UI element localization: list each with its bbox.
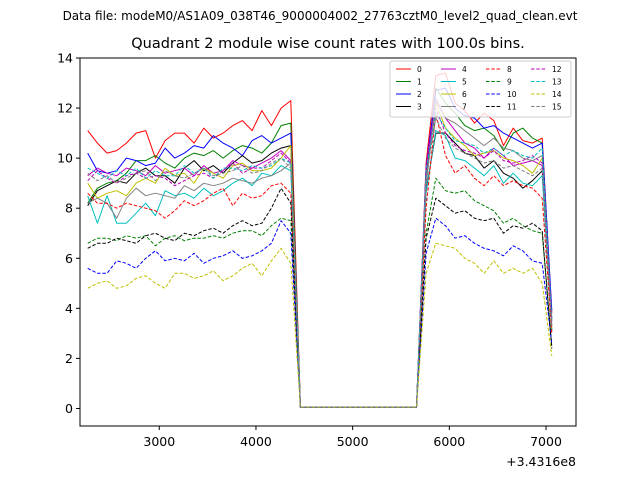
series-line-8 [87,112,553,408]
series-line-4 [87,100,553,408]
series-line-2 [87,87,553,408]
y-tick-label: 10 [57,151,73,166]
x-tick-label: 6000 [433,434,465,449]
x-tick-label: 4000 [240,434,272,449]
series-line-11 [87,187,553,408]
legend-label-15: 15 [552,103,562,112]
series-line-5 [87,130,553,408]
legend-label-11: 11 [507,103,517,112]
series-layer [87,72,553,408]
series-line-9 [87,177,553,408]
series-line-6 [87,102,553,408]
series-line-1 [87,87,553,408]
series-line-12 [87,107,553,408]
x-tick-label: 3000 [143,434,175,449]
legend-label-1: 1 [417,78,422,87]
legend-label-5: 5 [462,78,467,87]
legend-label-6: 6 [462,90,467,99]
figure-suptitle: Data file: modeM0/AS1A09_038T46_90000040… [63,9,578,23]
legend-label-9: 9 [507,78,512,87]
plot-frame [79,57,577,427]
legend-label-13: 13 [552,78,562,87]
legend-label-2: 2 [417,90,422,99]
series-line-0 [87,72,553,408]
legend-label-7: 7 [462,103,467,112]
x-axis-offset-label: +3.4316e8 [506,454,576,469]
legend-label-8: 8 [507,65,512,74]
legend-box [389,60,572,118]
y-tick-label: 4 [65,301,73,316]
legend-label-14: 14 [552,90,562,99]
y-axis: 0 2 4 6 8 10 12 14 [57,51,80,416]
x-axis: 3000 4000 5000 6000 7000 [143,426,562,449]
y-tick-label: 2 [65,351,73,366]
x-tick-label: 7000 [530,434,562,449]
legend-label-3: 3 [417,103,422,112]
series-line-10 [87,217,553,408]
y-tick-label: 12 [57,101,73,116]
y-tick-label: 8 [65,201,73,216]
series-line-15 [87,117,553,408]
x-tick-label: 5000 [337,434,369,449]
legend-label-0: 0 [417,65,422,74]
legend-label-4: 4 [462,65,467,74]
legend-label-12: 12 [552,65,562,74]
series-line-14 [87,242,553,408]
chart-title: Quadrant 2 module wise count rates with … [131,36,525,52]
legend-label-10: 10 [507,90,517,99]
y-tick-label: 14 [57,51,73,66]
y-tick-label: 6 [65,251,73,266]
series-line-3 [87,132,553,408]
series-line-7 [87,97,553,408]
y-tick-label: 0 [65,401,73,416]
